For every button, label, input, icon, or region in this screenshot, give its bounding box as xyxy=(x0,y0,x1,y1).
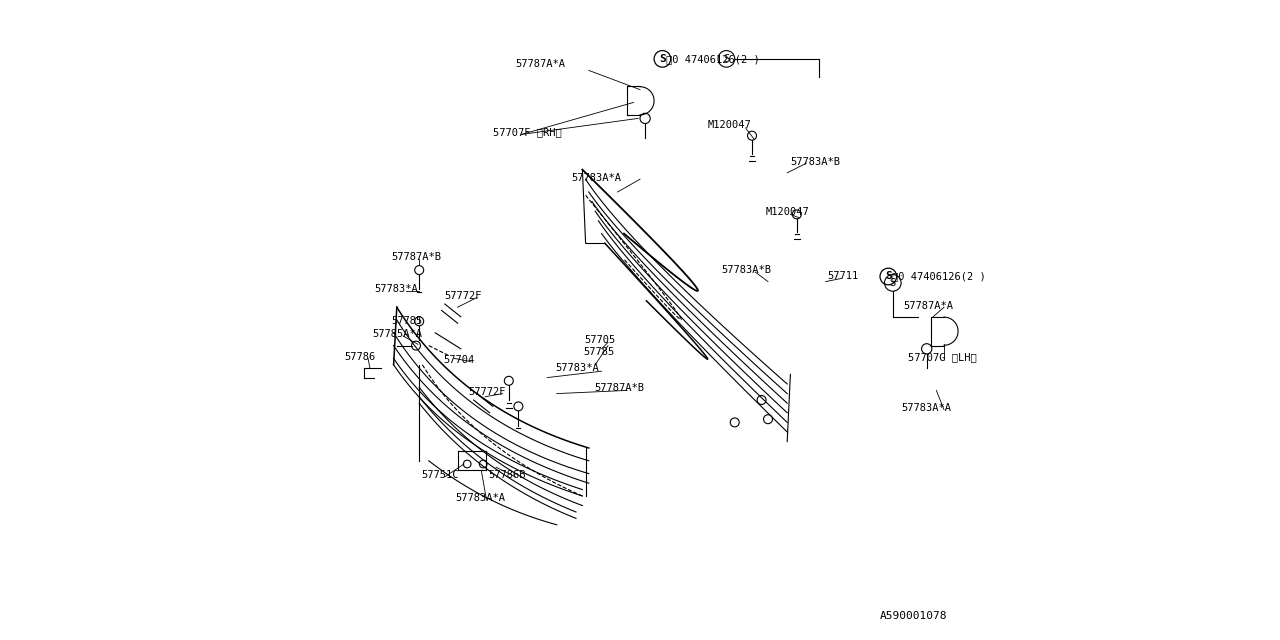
Text: M120047: M120047 xyxy=(765,207,810,218)
Text: S: S xyxy=(890,278,896,288)
Text: 57707F 〈RH〉: 57707F 〈RH〉 xyxy=(493,127,562,138)
Text: 57786: 57786 xyxy=(344,352,375,362)
Text: 57705: 57705 xyxy=(584,335,616,346)
Text: A590001078: A590001078 xyxy=(879,611,947,621)
Text: 57783A*B: 57783A*B xyxy=(722,265,772,275)
Text: 57783*A: 57783*A xyxy=(556,363,599,373)
Text: 57783A*A: 57783A*A xyxy=(571,173,622,183)
Text: 57783A*B: 57783A*B xyxy=(791,157,841,167)
Text: 57787A*B: 57787A*B xyxy=(392,252,442,262)
Text: 57787A*A: 57787A*A xyxy=(904,301,954,311)
Text: 57783A*A: 57783A*A xyxy=(901,403,951,413)
Text: Ⓚ0 47406126(2 ): Ⓚ0 47406126(2 ) xyxy=(891,271,986,282)
Text: 57772F: 57772F xyxy=(445,291,483,301)
Text: S: S xyxy=(659,54,666,64)
Text: 57785: 57785 xyxy=(392,316,422,326)
Text: S: S xyxy=(884,271,892,282)
Text: 57787A*B: 57787A*B xyxy=(594,383,644,394)
Text: 57751C: 57751C xyxy=(421,470,458,480)
Text: 57787A*A: 57787A*A xyxy=(516,59,566,69)
Text: 57772F: 57772F xyxy=(468,387,506,397)
Text: 57786B: 57786B xyxy=(489,470,526,480)
Text: 57707G 〈LH〉: 57707G 〈LH〉 xyxy=(908,352,977,362)
Text: M120047: M120047 xyxy=(708,120,751,130)
Text: 57704: 57704 xyxy=(443,355,474,365)
Text: 57785A*A: 57785A*A xyxy=(372,329,422,339)
Text: 57783*A: 57783*A xyxy=(374,284,419,294)
Text: Ⓚ0 47406126(2 ): Ⓚ0 47406126(2 ) xyxy=(666,54,759,64)
Text: 57785: 57785 xyxy=(584,347,614,357)
Text: 57783A*A: 57783A*A xyxy=(456,493,506,503)
Text: S: S xyxy=(723,54,730,64)
Text: 57711: 57711 xyxy=(828,271,859,282)
